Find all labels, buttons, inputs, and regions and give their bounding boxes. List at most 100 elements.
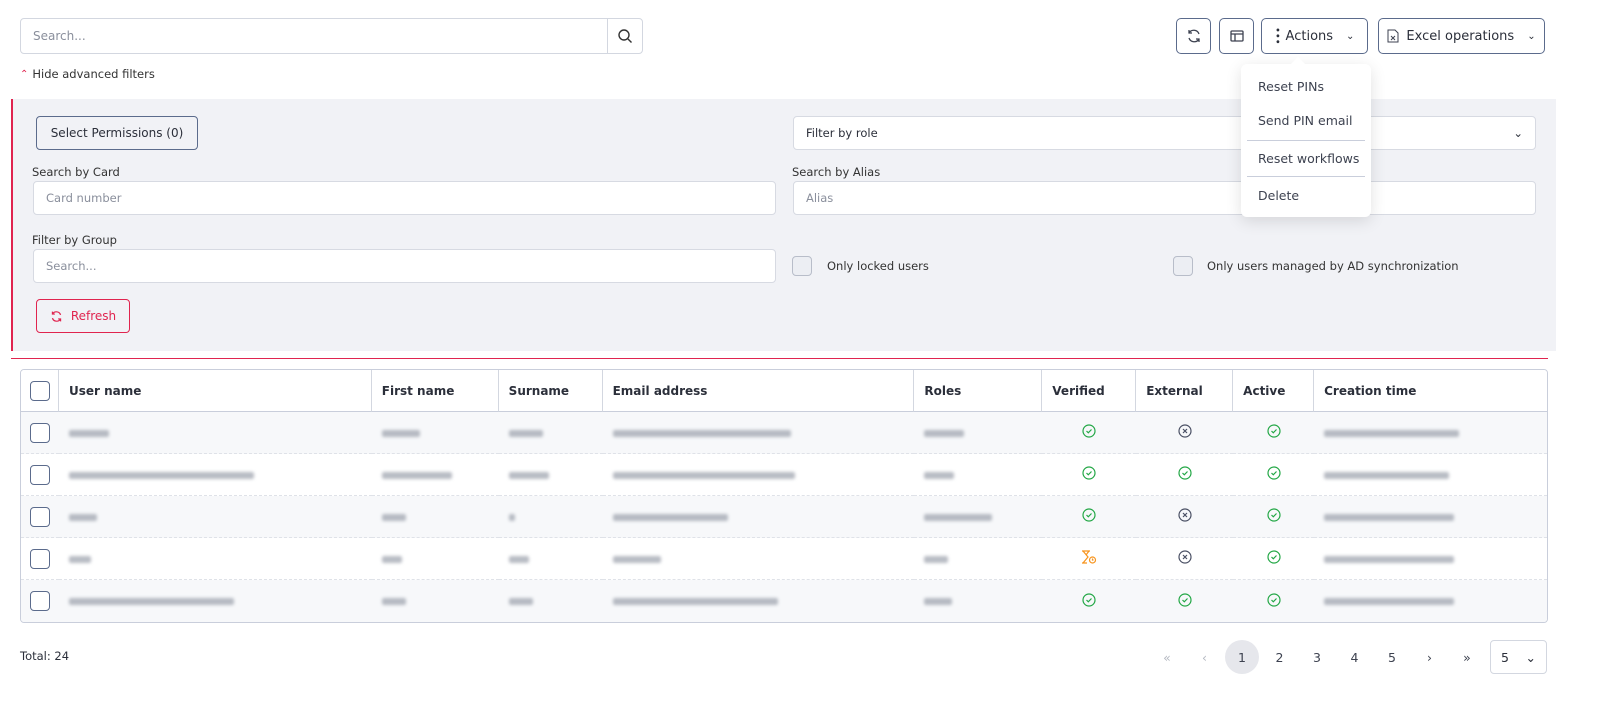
search-input[interactable] bbox=[21, 19, 607, 53]
toggle-label: Hide advanced filters bbox=[32, 67, 155, 81]
refresh-icon bbox=[51, 310, 61, 322]
row-select-cell bbox=[21, 538, 59, 580]
roles-cell bbox=[914, 538, 1043, 580]
redacted-text bbox=[381, 513, 406, 521]
menu-item-send-pin-email[interactable]: Send PIN email bbox=[1258, 113, 1353, 128]
column-header-external[interactable]: External bbox=[1136, 370, 1234, 412]
row-select-cell bbox=[21, 496, 59, 538]
row-checkbox[interactable] bbox=[30, 548, 50, 569]
redacted-text bbox=[612, 471, 795, 479]
redacted-text bbox=[924, 471, 955, 479]
pagination-page-4[interactable]: 4 bbox=[1350, 649, 1359, 665]
surname-cell bbox=[498, 580, 603, 622]
pagination-page-3[interactable]: 3 bbox=[1313, 649, 1321, 665]
check-circle-icon bbox=[1267, 424, 1281, 438]
card-input[interactable]: Card number bbox=[33, 181, 776, 215]
refresh-table-button[interactable] bbox=[1176, 18, 1211, 54]
column-header-user-name[interactable]: User name bbox=[58, 370, 372, 412]
menu-item-reset-workflows[interactable]: Reset workflows bbox=[1258, 151, 1360, 166]
check-circle-icon bbox=[1082, 466, 1096, 480]
redacted-text bbox=[508, 598, 533, 605]
table-row[interactable] bbox=[21, 454, 1547, 496]
row-checkbox[interactable] bbox=[30, 506, 50, 527]
roles-cell bbox=[914, 454, 1043, 496]
row-checkbox[interactable] bbox=[30, 591, 50, 611]
locked-users-label: Only locked users bbox=[827, 259, 929, 273]
pagination-last[interactable]: » bbox=[1463, 649, 1471, 665]
first-name-cell bbox=[371, 412, 499, 454]
table-row[interactable] bbox=[21, 580, 1547, 622]
select-all-cell bbox=[21, 370, 59, 412]
pagination-prev[interactable]: ‹ bbox=[1202, 649, 1207, 665]
ad-sync-label: Only users managed by AD synchronization bbox=[1207, 259, 1459, 273]
alias-input[interactable]: Alias bbox=[793, 181, 1536, 215]
column-header-roles[interactable]: Roles bbox=[914, 370, 1043, 412]
redacted-text bbox=[1324, 555, 1455, 563]
redacted-text bbox=[1324, 513, 1455, 521]
check-circle-icon bbox=[1082, 508, 1096, 522]
table-row[interactable] bbox=[21, 412, 1547, 454]
group-label: Filter by Group bbox=[32, 233, 117, 247]
pagination-next[interactable]: › bbox=[1427, 649, 1432, 665]
actions-button[interactable]: ••• Actions ⌄ bbox=[1261, 18, 1368, 54]
email-cell bbox=[602, 496, 915, 538]
hide-advanced-filters-toggle[interactable]: ⌃ Hide advanced filters bbox=[20, 67, 155, 81]
active-cell bbox=[1233, 454, 1315, 496]
alias-label: Search by Alias bbox=[792, 165, 881, 179]
excel-operations-button[interactable]: Excel operations ⌄ bbox=[1378, 18, 1545, 54]
column-header-first-name[interactable]: First name bbox=[371, 370, 499, 412]
ad-sync-checkbox[interactable] bbox=[1173, 256, 1193, 276]
row-select-cell bbox=[21, 580, 59, 622]
group-input[interactable]: Search... bbox=[33, 249, 776, 283]
redacted-text bbox=[612, 513, 728, 521]
excel-label: Excel operations bbox=[1406, 28, 1515, 44]
pagination-first[interactable]: « bbox=[1163, 649, 1171, 665]
x-circle-icon bbox=[1178, 424, 1192, 438]
page-size-select[interactable]: 5 ⌄ bbox=[1490, 640, 1547, 674]
locked-users-checkbox[interactable] bbox=[792, 256, 812, 276]
chevron-down-icon: ⌄ bbox=[1525, 649, 1536, 665]
column-header-active[interactable]: Active bbox=[1233, 370, 1315, 412]
table-row[interactable] bbox=[21, 538, 1547, 580]
menu-item-reset-pins[interactable]: Reset PINs bbox=[1258, 79, 1324, 94]
search-icon bbox=[618, 29, 632, 43]
external-cell bbox=[1136, 454, 1234, 496]
pagination-page-5[interactable]: 5 bbox=[1388, 649, 1396, 665]
redacted-text bbox=[68, 429, 109, 437]
surname-cell bbox=[498, 496, 603, 538]
column-header-surname[interactable]: Surname bbox=[498, 370, 603, 412]
column-header-verified[interactable]: Verified bbox=[1042, 370, 1137, 412]
actions-label: Actions bbox=[1285, 28, 1334, 44]
pagination-page-1[interactable]: 1 bbox=[1225, 640, 1259, 674]
column-layout-button[interactable] bbox=[1219, 18, 1254, 54]
refresh-icon bbox=[1187, 29, 1200, 43]
check-circle-icon bbox=[1267, 550, 1281, 564]
select-all-checkbox[interactable] bbox=[30, 380, 50, 401]
x-circle-icon bbox=[1178, 508, 1192, 522]
check-circle-icon bbox=[1267, 466, 1281, 480]
creation-time-cell bbox=[1314, 496, 1547, 538]
table-row[interactable] bbox=[21, 496, 1547, 538]
roles-cell bbox=[914, 580, 1043, 622]
pagination-page-2[interactable]: 2 bbox=[1275, 649, 1284, 665]
refresh-filters-button[interactable]: Refresh bbox=[36, 299, 130, 333]
surname-cell bbox=[498, 412, 603, 454]
row-checkbox[interactable] bbox=[30, 464, 50, 485]
check-circle-icon bbox=[1082, 424, 1096, 438]
search-button[interactable] bbox=[607, 19, 642, 53]
select-permissions-button[interactable]: Select Permissions (0) bbox=[36, 116, 198, 150]
excel-file-icon bbox=[1387, 29, 1399, 43]
verified-cell bbox=[1042, 454, 1137, 496]
first-name-cell bbox=[371, 538, 499, 580]
redacted-text bbox=[508, 513, 515, 521]
hourglass-pending-icon bbox=[1082, 550, 1097, 564]
verified-cell bbox=[1042, 538, 1137, 580]
menu-item-delete[interactable]: Delete bbox=[1258, 188, 1300, 203]
page-size-value: 5 bbox=[1501, 649, 1509, 665]
column-header-email-address[interactable]: Email address bbox=[602, 370, 915, 412]
role-filter-select[interactable]: Filter by role ⌄ bbox=[793, 116, 1536, 150]
column-header-creation-time[interactable]: Creation time bbox=[1314, 370, 1547, 412]
redacted-text bbox=[508, 555, 529, 563]
creation-time-cell bbox=[1314, 580, 1547, 622]
row-checkbox[interactable] bbox=[30, 422, 50, 443]
